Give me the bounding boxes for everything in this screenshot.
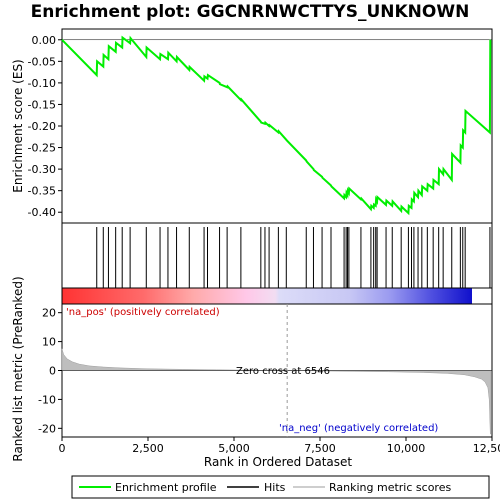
x-axis-label: Rank in Ordered Dataset <box>204 455 352 469</box>
neg-correlation-label: 'na_neg' (negatively correlated) <box>279 423 438 434</box>
x-tick-label: 5,000 <box>218 442 250 455</box>
pos-correlation-label: 'na_pos' (positively correlated) <box>66 307 220 318</box>
hit-lines <box>96 227 491 288</box>
es-tick-label: -0.30 <box>28 163 56 176</box>
legend-metric-label: Ranking metric scores <box>329 481 451 494</box>
hits-panel-frame <box>61 222 493 289</box>
hits-panel <box>61 222 493 289</box>
legend-frame <box>71 475 490 499</box>
es-panel: 0.00 -0.05 -0.10 -0.15 -0.20 -0.25 -0.30 -0.35 -… <box>11 28 493 224</box>
zero-cross-label: Zero cross at 6546 <box>236 366 330 377</box>
x-tick-label: 12,500 <box>473 442 500 455</box>
enrichment-profile-line <box>61 35 492 216</box>
metric-ylabel: Ranked list metric (PreRanked) <box>11 276 25 461</box>
es-tick-label: -0.15 <box>28 98 56 111</box>
legend: Enrichment profile Hits Ranking metric s… <box>71 475 490 499</box>
x-ticks: 0 2,500 5,000 7,500 10,000 12,500 <box>59 437 500 455</box>
legend-profile-label: Enrichment profile <box>115 481 217 494</box>
es-ylabel: Enrichment score (ES) <box>11 59 25 192</box>
x-tick-label: 10,000 <box>387 442 426 455</box>
x-tick-label: 2,500 <box>132 442 164 455</box>
es-tick-label: -0.25 <box>28 142 56 155</box>
es-panel-frame <box>61 28 493 224</box>
ramp-panel <box>61 287 493 305</box>
ramp-bar <box>62 288 472 304</box>
chart-title: Enrichment plot: GGCNRNWCTTYS_UNKNOWN <box>31 2 470 22</box>
ranking-metric-area <box>61 348 491 435</box>
metric-ticks: 20 10 0 -10 -20 <box>38 307 62 435</box>
es-ticks: 0.00 -0.05 -0.10 -0.15 -0.20 -0.25 -0.30 -0.35 -… <box>28 34 62 219</box>
metric-tick-label: 10 <box>42 336 56 349</box>
metric-tick-label: 20 <box>42 307 56 320</box>
es-tick-label: -0.35 <box>28 185 56 198</box>
metric-panel: 20 10 0 -10 -20 0 2,500 5,000 7,500 10,000 12,500… <box>11 276 500 469</box>
es-tick-label: -0.10 <box>28 77 56 90</box>
x-tick-label: 0 <box>59 442 66 455</box>
x-tick-label: 7,500 <box>304 442 336 455</box>
es-tick-label: 0.00 <box>32 34 57 47</box>
metric-tick-label: -20 <box>38 422 56 435</box>
metric-tick-label: 0 <box>49 365 56 378</box>
metric-tick-label: -10 <box>38 393 56 406</box>
es-tick-label: -0.20 <box>28 120 56 133</box>
legend-hits-label: Hits <box>264 481 286 494</box>
es-tick-label: -0.40 <box>28 206 56 219</box>
es-tick-label: -0.05 <box>28 55 56 68</box>
